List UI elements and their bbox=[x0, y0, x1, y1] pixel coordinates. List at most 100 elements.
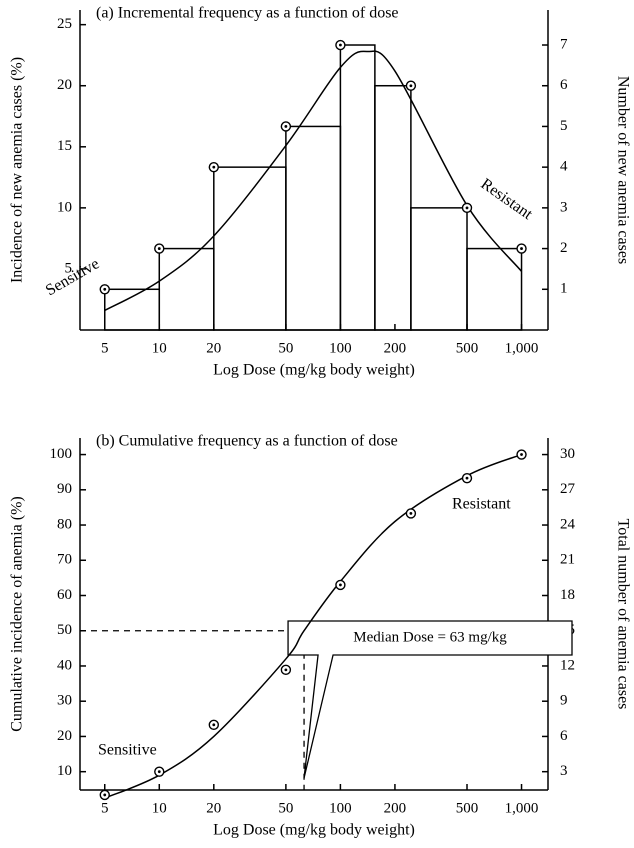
y-tick-label: 40 bbox=[57, 657, 72, 673]
point-dot bbox=[520, 453, 523, 456]
y-axis-label: Cumulative incidence of anemia (%) bbox=[9, 496, 26, 731]
y-tick-label: 5 bbox=[65, 260, 73, 276]
fitted-curve bbox=[104, 50, 523, 312]
y2-tick-label: 4 bbox=[560, 159, 568, 175]
y2-tick-label: 3 bbox=[560, 763, 568, 779]
y-tick-label: 80 bbox=[57, 516, 72, 532]
point-dot bbox=[284, 125, 288, 128]
callout-label: Median Dose = 63 mg/kg bbox=[353, 629, 507, 645]
x-tick-label: 5 bbox=[101, 800, 109, 816]
data-point bbox=[99, 789, 110, 801]
y2-tick-label: 2 bbox=[560, 240, 568, 256]
x-tick-label: 100 bbox=[329, 800, 352, 816]
x-tick-label: 500 bbox=[456, 800, 479, 816]
annotation: Sensitive bbox=[43, 255, 102, 299]
point-dot bbox=[465, 476, 469, 480]
x-tick-label: 1,000 bbox=[505, 340, 539, 356]
x-tick-label: 200 bbox=[384, 340, 407, 356]
y2-tick-label: 30 bbox=[560, 446, 575, 462]
y2-tick-label: 27 bbox=[560, 481, 576, 497]
y-tick-label: 70 bbox=[57, 552, 72, 568]
y2-tick-label: 21 bbox=[560, 552, 575, 568]
y-axis-label: Incidence of new anemia cases (%) bbox=[9, 57, 26, 283]
y2-tick-label: 12 bbox=[560, 657, 575, 673]
data-point bbox=[280, 121, 292, 132]
annotation: Resistant bbox=[452, 496, 511, 513]
histogram-bar bbox=[466, 247, 523, 331]
data-point bbox=[154, 243, 165, 254]
y2-tick-label: 1 bbox=[560, 281, 568, 297]
annotation: Resistant bbox=[478, 176, 536, 224]
data-point bbox=[405, 508, 417, 519]
point-dot bbox=[157, 770, 161, 774]
data-point bbox=[208, 719, 220, 731]
histogram-bar bbox=[285, 125, 342, 331]
data-point bbox=[335, 39, 346, 51]
point-dot bbox=[284, 668, 288, 672]
x-tick-label: 50 bbox=[278, 340, 293, 356]
point-dot bbox=[212, 165, 216, 169]
data-point bbox=[154, 766, 165, 777]
x-tick-label: 10 bbox=[152, 800, 167, 816]
fitted-curve bbox=[104, 453, 522, 799]
x-tick-label: 1,000 bbox=[505, 800, 539, 816]
data-point bbox=[208, 161, 220, 173]
histogram-bar bbox=[339, 44, 376, 331]
y2-tick-label: 3 bbox=[560, 199, 568, 215]
y-tick-label: 10 bbox=[57, 199, 72, 215]
y2-axis-label: Number of new anemia cases bbox=[614, 76, 631, 264]
x-tick-label: 10 bbox=[152, 340, 167, 356]
point-dot bbox=[339, 43, 342, 47]
x-tick-label: 5 bbox=[101, 340, 109, 356]
point-dot bbox=[409, 512, 413, 515]
histogram-bar bbox=[410, 207, 468, 331]
callout bbox=[287, 620, 573, 779]
y-tick-label: 50 bbox=[57, 622, 72, 638]
annotation: Sensitive bbox=[98, 742, 157, 759]
y-tick-label: 90 bbox=[57, 481, 72, 497]
x-tick-label: 100 bbox=[329, 340, 352, 356]
y-tick-label: 20 bbox=[57, 728, 72, 744]
data-point bbox=[461, 472, 473, 484]
point-dot bbox=[157, 247, 161, 250]
y2-tick-label: 9 bbox=[560, 693, 568, 709]
histogram-bar bbox=[104, 288, 161, 331]
data-point bbox=[516, 243, 527, 254]
y2-tick-label: 6 bbox=[560, 728, 568, 744]
data-point bbox=[405, 80, 417, 91]
y-tick-label: 30 bbox=[57, 693, 72, 709]
histogram-bar bbox=[374, 84, 412, 331]
data-point bbox=[280, 664, 292, 676]
y2-tick-label: 5 bbox=[560, 118, 568, 134]
y2-tick-label: 24 bbox=[560, 516, 576, 532]
point-dot bbox=[465, 206, 469, 210]
y2-axis-label: Total number of anemia cases bbox=[614, 519, 631, 710]
y-tick-label: 15 bbox=[57, 138, 72, 154]
x-tick-label: 50 bbox=[278, 800, 293, 816]
y2-tick-label: 6 bbox=[560, 77, 568, 93]
y-tick-label: 100 bbox=[50, 446, 73, 462]
y-tick-label: 20 bbox=[57, 77, 72, 93]
y2-tick-label: 18 bbox=[560, 587, 575, 603]
point-dot bbox=[212, 723, 216, 727]
x-tick-label: 20 bbox=[206, 340, 221, 356]
point-dot bbox=[103, 287, 107, 291]
data-point bbox=[335, 579, 346, 591]
y2-tick-label: 7 bbox=[560, 36, 568, 52]
x-axis-label: Log Dose (mg/kg body weight) bbox=[213, 822, 415, 839]
panel-title: (a) Incremental frequency as a function … bbox=[96, 5, 399, 22]
panel-title: (b) Cumulative frequency as a function o… bbox=[96, 433, 398, 450]
x-tick-label: 500 bbox=[456, 340, 479, 356]
y-tick-label: 25 bbox=[57, 16, 72, 32]
y-tick-label: 10 bbox=[57, 763, 72, 779]
x-tick-label: 20 bbox=[206, 800, 221, 816]
point-dot bbox=[409, 84, 413, 88]
point-dot bbox=[520, 247, 523, 250]
x-axis-label: Log Dose (mg/kg body weight) bbox=[213, 362, 415, 379]
x-tick-label: 200 bbox=[384, 800, 407, 816]
point-dot bbox=[339, 583, 342, 587]
data-point bbox=[99, 284, 110, 295]
data-point bbox=[461, 202, 473, 214]
data-point bbox=[516, 449, 527, 460]
